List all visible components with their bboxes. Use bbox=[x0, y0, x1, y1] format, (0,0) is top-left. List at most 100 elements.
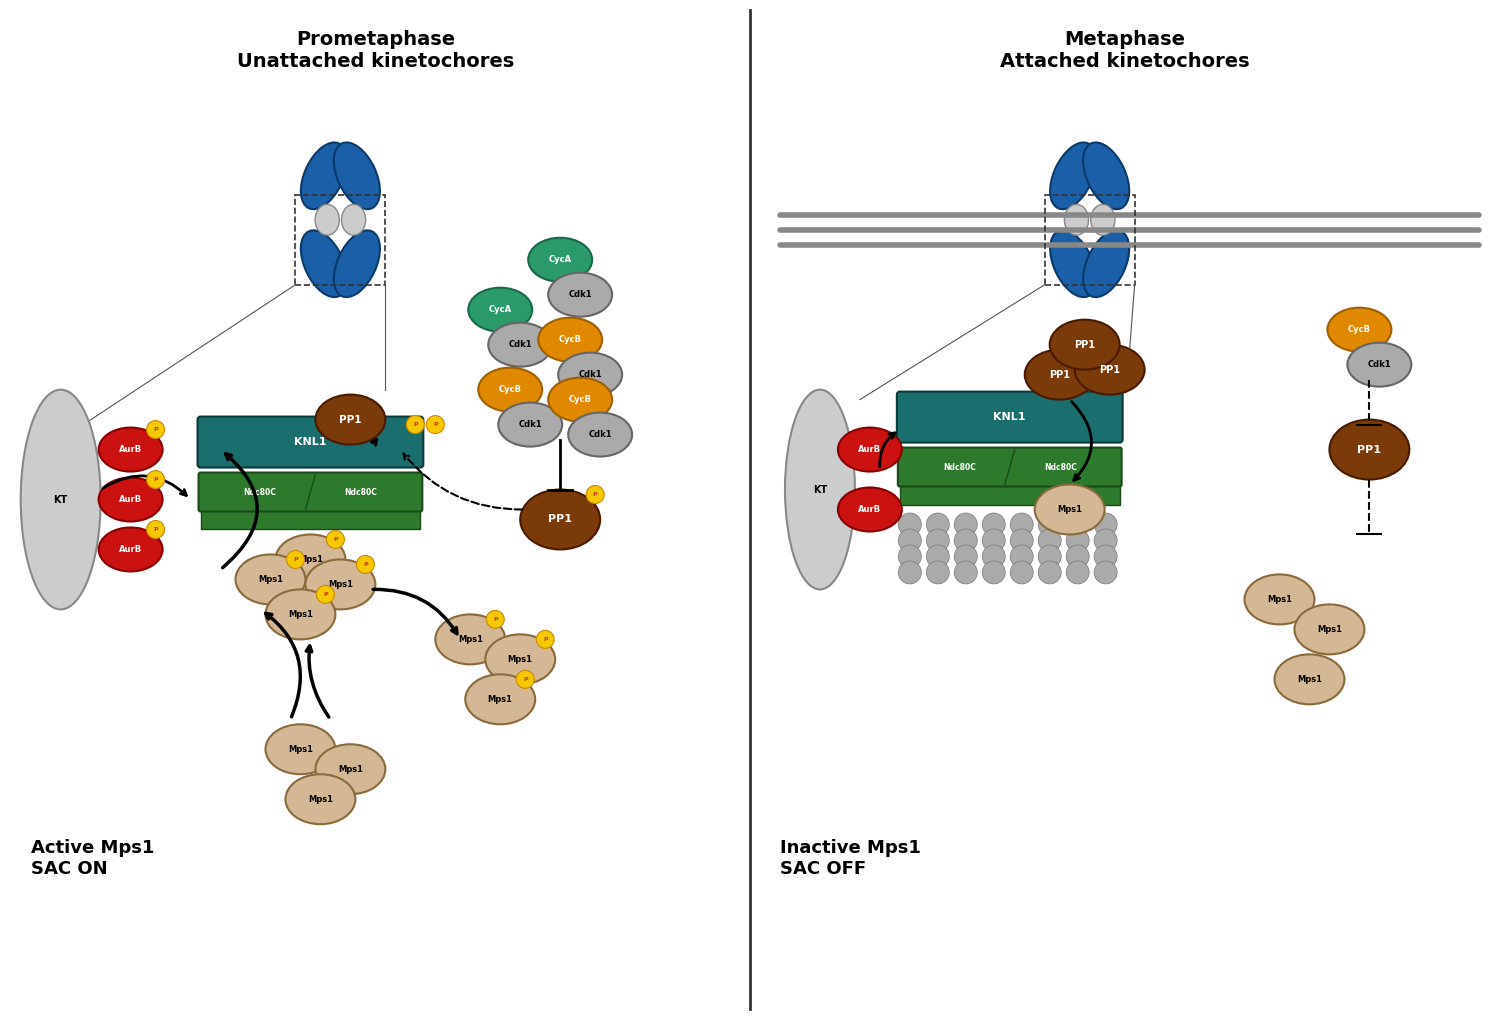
Text: Mps1: Mps1 bbox=[258, 575, 284, 584]
Ellipse shape bbox=[489, 323, 552, 367]
Text: Mps1: Mps1 bbox=[308, 795, 333, 804]
Circle shape bbox=[954, 529, 978, 552]
Text: PP1: PP1 bbox=[548, 515, 572, 525]
Circle shape bbox=[1066, 560, 1089, 584]
Circle shape bbox=[327, 531, 345, 548]
Ellipse shape bbox=[1083, 143, 1130, 209]
Text: Mps1: Mps1 bbox=[288, 610, 314, 619]
Text: P: P bbox=[543, 637, 548, 642]
Circle shape bbox=[357, 555, 375, 574]
Bar bbox=[1044, 195, 1134, 284]
Ellipse shape bbox=[302, 230, 346, 298]
Circle shape bbox=[927, 529, 950, 552]
Text: CycA: CycA bbox=[489, 306, 512, 314]
Circle shape bbox=[147, 421, 165, 438]
Circle shape bbox=[954, 545, 978, 568]
Text: Mps1: Mps1 bbox=[488, 695, 513, 704]
Circle shape bbox=[1066, 513, 1089, 536]
Text: Inactive Mps1
SAC OFF: Inactive Mps1 SAC OFF bbox=[780, 840, 921, 878]
Circle shape bbox=[516, 671, 534, 688]
Circle shape bbox=[927, 545, 950, 568]
Text: Ndc80C: Ndc80C bbox=[944, 463, 975, 472]
Ellipse shape bbox=[1245, 575, 1314, 625]
Circle shape bbox=[954, 560, 978, 584]
Text: CycB: CycB bbox=[558, 335, 582, 344]
Text: Metaphase
Attached kinetochores: Metaphase Attached kinetochores bbox=[1000, 30, 1250, 71]
Ellipse shape bbox=[334, 230, 380, 298]
Text: Mps1: Mps1 bbox=[458, 635, 483, 644]
FancyBboxPatch shape bbox=[198, 417, 423, 468]
Text: P: P bbox=[524, 677, 528, 682]
Text: CycA: CycA bbox=[549, 255, 572, 264]
Ellipse shape bbox=[285, 774, 356, 824]
Circle shape bbox=[1010, 513, 1034, 536]
Text: Mps1: Mps1 bbox=[328, 580, 352, 589]
Circle shape bbox=[486, 610, 504, 629]
Ellipse shape bbox=[99, 428, 162, 472]
Ellipse shape bbox=[538, 318, 602, 362]
Text: Prometaphase
Unattached kinetochores: Prometaphase Unattached kinetochores bbox=[237, 30, 514, 71]
Circle shape bbox=[927, 513, 950, 536]
Circle shape bbox=[1038, 560, 1060, 584]
Circle shape bbox=[1038, 513, 1060, 536]
Ellipse shape bbox=[334, 143, 380, 209]
Text: CycB: CycB bbox=[498, 385, 522, 394]
Text: Mps1: Mps1 bbox=[1317, 625, 1342, 634]
Circle shape bbox=[1038, 545, 1060, 568]
Circle shape bbox=[147, 471, 165, 488]
Text: Mps1: Mps1 bbox=[288, 745, 314, 754]
Text: P: P bbox=[153, 477, 158, 482]
Ellipse shape bbox=[520, 489, 600, 549]
Text: AurB: AurB bbox=[118, 495, 142, 504]
Circle shape bbox=[982, 529, 1005, 552]
Text: P: P bbox=[494, 616, 498, 622]
Circle shape bbox=[1010, 560, 1034, 584]
Circle shape bbox=[1094, 560, 1118, 584]
Circle shape bbox=[1066, 545, 1089, 568]
Text: Cdk1: Cdk1 bbox=[1368, 360, 1390, 369]
Circle shape bbox=[898, 560, 921, 584]
Ellipse shape bbox=[548, 273, 612, 317]
Ellipse shape bbox=[1329, 420, 1410, 480]
Text: P: P bbox=[322, 592, 327, 597]
Ellipse shape bbox=[99, 478, 162, 522]
Text: Cdk1: Cdk1 bbox=[588, 430, 612, 439]
Circle shape bbox=[406, 416, 424, 433]
Ellipse shape bbox=[548, 378, 612, 422]
Ellipse shape bbox=[839, 428, 902, 472]
Bar bbox=[296, 195, 386, 284]
FancyBboxPatch shape bbox=[898, 447, 1122, 486]
Ellipse shape bbox=[558, 353, 622, 396]
Bar bbox=[900, 484, 1119, 504]
Ellipse shape bbox=[528, 237, 592, 281]
Ellipse shape bbox=[306, 559, 375, 609]
Ellipse shape bbox=[1275, 654, 1344, 704]
Circle shape bbox=[1066, 529, 1089, 552]
Text: Mps1: Mps1 bbox=[1058, 505, 1082, 514]
Text: PP1: PP1 bbox=[1358, 444, 1382, 454]
Circle shape bbox=[426, 416, 444, 433]
Bar bbox=[201, 510, 420, 530]
Ellipse shape bbox=[1328, 308, 1392, 352]
Text: P: P bbox=[292, 557, 298, 561]
Ellipse shape bbox=[486, 635, 555, 685]
Text: AurB: AurB bbox=[858, 445, 882, 454]
Ellipse shape bbox=[236, 554, 306, 604]
Circle shape bbox=[1094, 529, 1118, 552]
Text: PP1: PP1 bbox=[339, 415, 362, 425]
Circle shape bbox=[1010, 545, 1034, 568]
Text: CycB: CycB bbox=[568, 395, 591, 405]
Ellipse shape bbox=[1074, 344, 1144, 394]
Text: KNL1: KNL1 bbox=[294, 437, 327, 447]
Ellipse shape bbox=[1050, 143, 1096, 209]
Text: AurB: AurB bbox=[118, 445, 142, 454]
Ellipse shape bbox=[839, 487, 902, 532]
Ellipse shape bbox=[568, 413, 632, 457]
Ellipse shape bbox=[478, 368, 542, 412]
Text: P: P bbox=[592, 492, 597, 497]
Ellipse shape bbox=[315, 205, 339, 235]
Ellipse shape bbox=[342, 205, 366, 235]
Circle shape bbox=[286, 550, 304, 569]
Ellipse shape bbox=[435, 614, 506, 664]
Circle shape bbox=[898, 545, 921, 568]
